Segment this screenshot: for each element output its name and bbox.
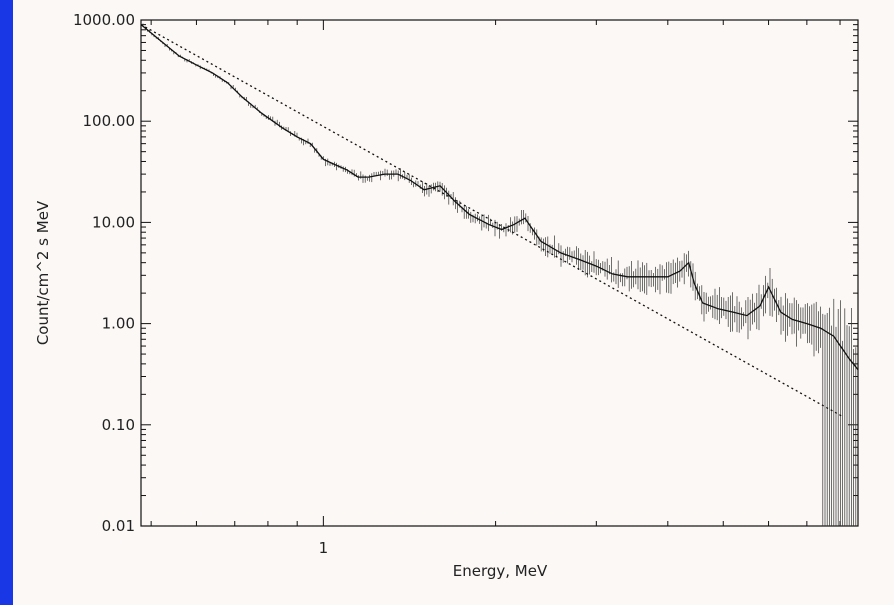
chart-frame: 1000.00 100.00 10.00 1.00 0.10 0.01 1 Energy,…	[13, 0, 894, 605]
y-tick-label: 0.01	[102, 517, 135, 535]
y-tick-label: 100.00	[83, 112, 136, 130]
series-group	[140, 24, 859, 418]
x-tick-labels: 1	[319, 539, 329, 557]
y-axis-title: Count/cm^2 s MeV	[34, 200, 52, 345]
y-tick-label: 10.00	[92, 213, 135, 231]
y-tick-label: 1000.00	[73, 11, 135, 29]
model-fit-line	[140, 24, 859, 371]
axis-ticks	[141, 20, 858, 527]
x-axis-title: Energy, MeV	[453, 562, 548, 580]
spectrum-chart: 1000.00 100.00 10.00 1.00 0.10 0.01 1 Energy,…	[34, 11, 859, 580]
data-error-bars	[142, 23, 857, 526]
plot-area	[140, 19, 859, 527]
y-tick-label: 0.10	[102, 416, 135, 434]
y-tick-labels: 1000.00 100.00 10.00 1.00 0.10 0.01	[73, 11, 135, 535]
continuum-fit-line	[140, 24, 844, 418]
x-tick-label: 1	[319, 539, 329, 557]
y-tick-label: 1.00	[102, 315, 135, 333]
